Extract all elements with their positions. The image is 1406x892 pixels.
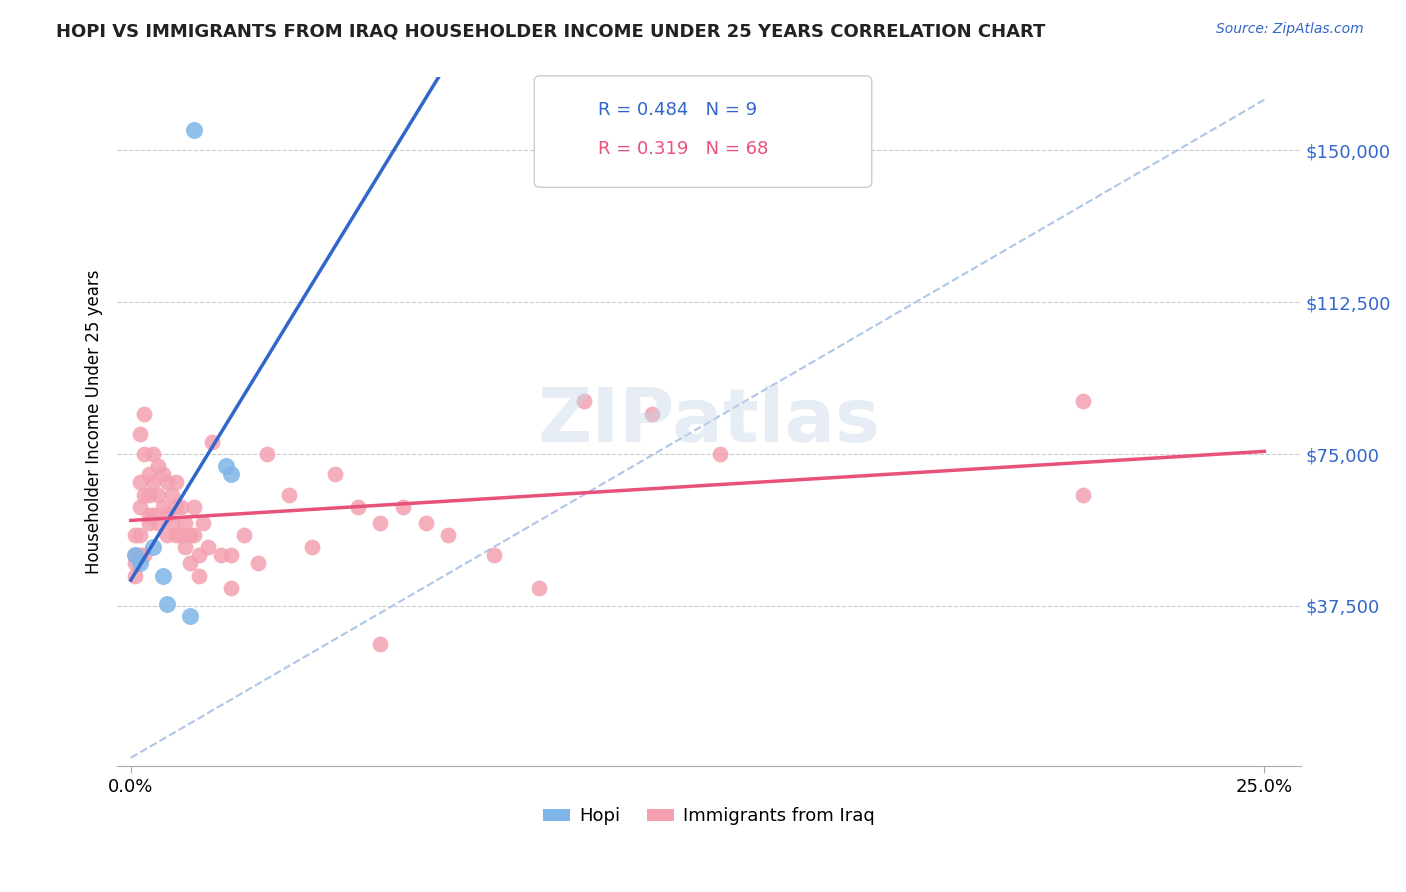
Hopi (183, 123, 205, 137)
Immigrants from Iraq (219, 549, 242, 563)
Immigrants from Iraq (219, 581, 242, 595)
Immigrants from Iraq (527, 581, 550, 595)
Immigrants from Iraq (165, 500, 187, 514)
Immigrants from Iraq (368, 516, 391, 530)
Immigrants from Iraq (174, 540, 197, 554)
Hopi (179, 609, 201, 624)
Immigrants from Iraq (146, 487, 169, 501)
Text: Source: ZipAtlas.com: Source: ZipAtlas.com (1216, 22, 1364, 37)
Immigrants from Iraq (187, 549, 209, 563)
Immigrants from Iraq (124, 528, 146, 542)
Immigrants from Iraq (233, 528, 256, 542)
Immigrants from Iraq (128, 475, 150, 490)
Immigrants from Iraq (482, 549, 505, 563)
Immigrants from Iraq (128, 549, 150, 563)
Immigrants from Iraq (165, 475, 187, 490)
Hopi (219, 467, 242, 482)
Immigrants from Iraq (128, 528, 150, 542)
Immigrants from Iraq (169, 500, 191, 514)
Immigrants from Iraq (146, 516, 169, 530)
Immigrants from Iraq (193, 516, 215, 530)
Immigrants from Iraq (160, 487, 183, 501)
Immigrants from Iraq (156, 508, 179, 522)
Immigrants from Iraq (1071, 487, 1094, 501)
Immigrants from Iraq (138, 516, 160, 530)
Immigrants from Iraq (128, 500, 150, 514)
Immigrants from Iraq (169, 528, 191, 542)
Immigrants from Iraq (134, 487, 156, 501)
Text: R = 0.484   N = 9: R = 0.484 N = 9 (598, 101, 756, 119)
Immigrants from Iraq (124, 568, 146, 582)
Immigrants from Iraq (641, 407, 664, 421)
Immigrants from Iraq (256, 447, 278, 461)
Immigrants from Iraq (134, 549, 156, 563)
Immigrants from Iraq (323, 467, 346, 482)
Legend: Hopi, Immigrants from Iraq: Hopi, Immigrants from Iraq (536, 800, 882, 832)
Immigrants from Iraq (134, 447, 156, 461)
Immigrants from Iraq (179, 528, 201, 542)
Immigrants from Iraq (156, 528, 179, 542)
Immigrants from Iraq (183, 500, 205, 514)
Immigrants from Iraq (146, 459, 169, 474)
Immigrants from Iraq (124, 557, 146, 571)
Immigrants from Iraq (709, 447, 731, 461)
Immigrants from Iraq (437, 528, 460, 542)
Immigrants from Iraq (138, 487, 160, 501)
Immigrants from Iraq (415, 516, 437, 530)
Immigrants from Iraq (124, 549, 146, 563)
Immigrants from Iraq (152, 500, 174, 514)
Hopi (142, 540, 165, 554)
Immigrants from Iraq (156, 475, 179, 490)
Immigrants from Iraq (183, 528, 205, 542)
Immigrants from Iraq (138, 467, 160, 482)
Immigrants from Iraq (179, 557, 201, 571)
Hopi (215, 459, 238, 474)
Immigrants from Iraq (142, 447, 165, 461)
Immigrants from Iraq (246, 557, 269, 571)
Immigrants from Iraq (128, 426, 150, 441)
Immigrants from Iraq (152, 467, 174, 482)
Text: HOPI VS IMMIGRANTS FROM IRAQ HOUSEHOLDER INCOME UNDER 25 YEARS CORRELATION CHART: HOPI VS IMMIGRANTS FROM IRAQ HOUSEHOLDER… (56, 22, 1046, 40)
Immigrants from Iraq (392, 500, 415, 514)
Immigrants from Iraq (160, 516, 183, 530)
Immigrants from Iraq (134, 407, 156, 421)
Immigrants from Iraq (201, 434, 224, 449)
Immigrants from Iraq (278, 487, 301, 501)
Immigrants from Iraq (138, 508, 160, 522)
Immigrants from Iraq (574, 394, 596, 409)
Immigrants from Iraq (346, 500, 368, 514)
Hopi (152, 568, 174, 582)
Immigrants from Iraq (142, 508, 165, 522)
Immigrants from Iraq (368, 637, 391, 651)
Immigrants from Iraq (174, 516, 197, 530)
Y-axis label: Householder Income Under 25 years: Householder Income Under 25 years (86, 269, 103, 574)
Text: ZIPatlas: ZIPatlas (537, 385, 880, 458)
Immigrants from Iraq (301, 540, 323, 554)
Immigrants from Iraq (142, 475, 165, 490)
Hopi (128, 557, 150, 571)
Text: R = 0.319   N = 68: R = 0.319 N = 68 (598, 140, 768, 158)
Hopi (156, 597, 179, 611)
Immigrants from Iraq (187, 568, 209, 582)
Immigrants from Iraq (197, 540, 219, 554)
Immigrants from Iraq (165, 528, 187, 542)
Immigrants from Iraq (1071, 394, 1094, 409)
Immigrants from Iraq (211, 549, 233, 563)
Hopi (124, 549, 146, 563)
